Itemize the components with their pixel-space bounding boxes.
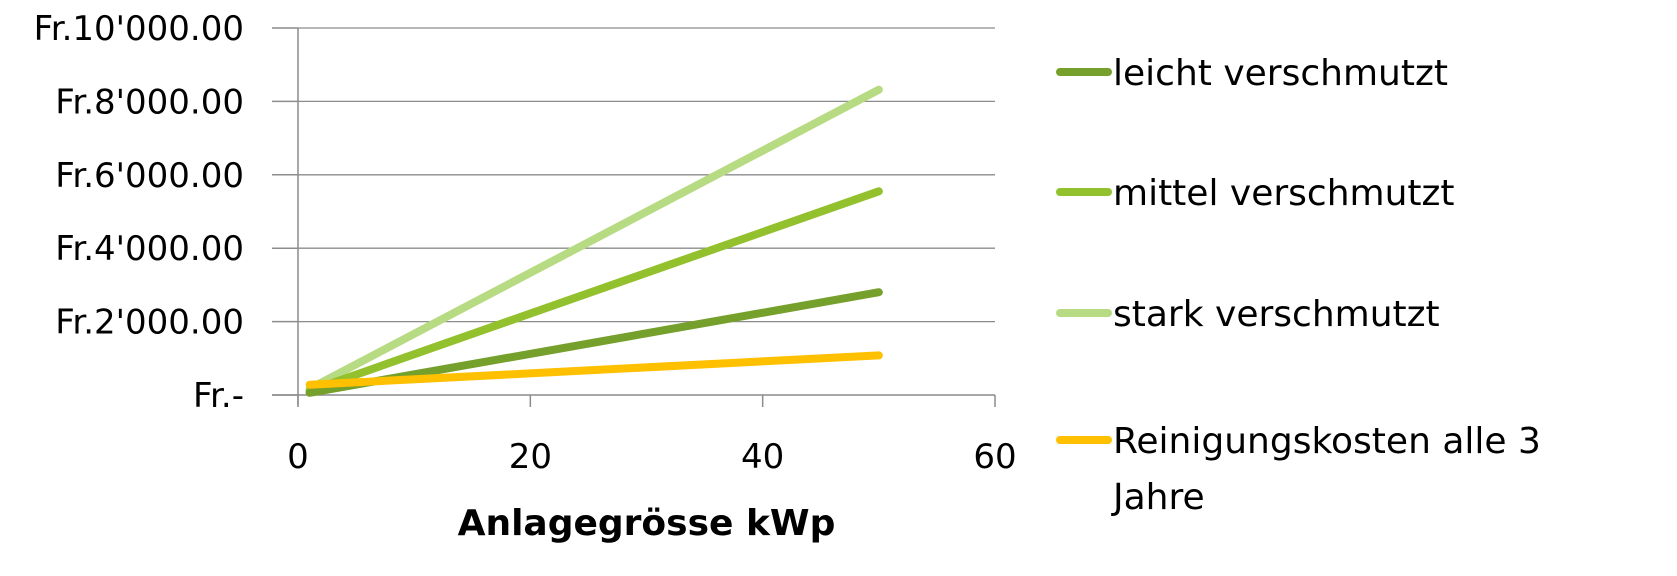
y-tick-label-5: Fr.10'000.00 xyxy=(34,9,244,49)
x-tick-label-3: 60 xyxy=(973,437,1016,477)
y-tick-label-1: Fr.2'000.00 xyxy=(55,303,244,343)
x-tick-label-1: 20 xyxy=(509,437,552,477)
x-tick-label-0: 0 xyxy=(287,437,309,477)
series-line-3 xyxy=(305,351,883,389)
series-line-1 xyxy=(305,187,883,395)
series-line-2 xyxy=(305,85,883,393)
x-tick-label-2: 40 xyxy=(741,437,784,477)
y-tick-label-4: Fr.8'000.00 xyxy=(55,82,244,122)
legend-label-2: stark verschmutzt xyxy=(1113,294,1440,335)
x-axis-title: Anlagegrösse kWp xyxy=(458,503,836,544)
legend-label-3-line-1: Jahre xyxy=(1111,477,1205,518)
legend-label-0: leicht verschmutzt xyxy=(1113,53,1448,94)
y-tick-label-3: Fr.6'000.00 xyxy=(55,156,244,196)
y-tick-label-2: Fr.4'000.00 xyxy=(55,229,244,269)
y-tick-label-0: Fr.- xyxy=(193,376,244,416)
legend-label-3-line-0: Reinigungskosten alle 3 xyxy=(1113,421,1541,462)
legend-label-1: mittel verschmutzt xyxy=(1113,173,1455,214)
